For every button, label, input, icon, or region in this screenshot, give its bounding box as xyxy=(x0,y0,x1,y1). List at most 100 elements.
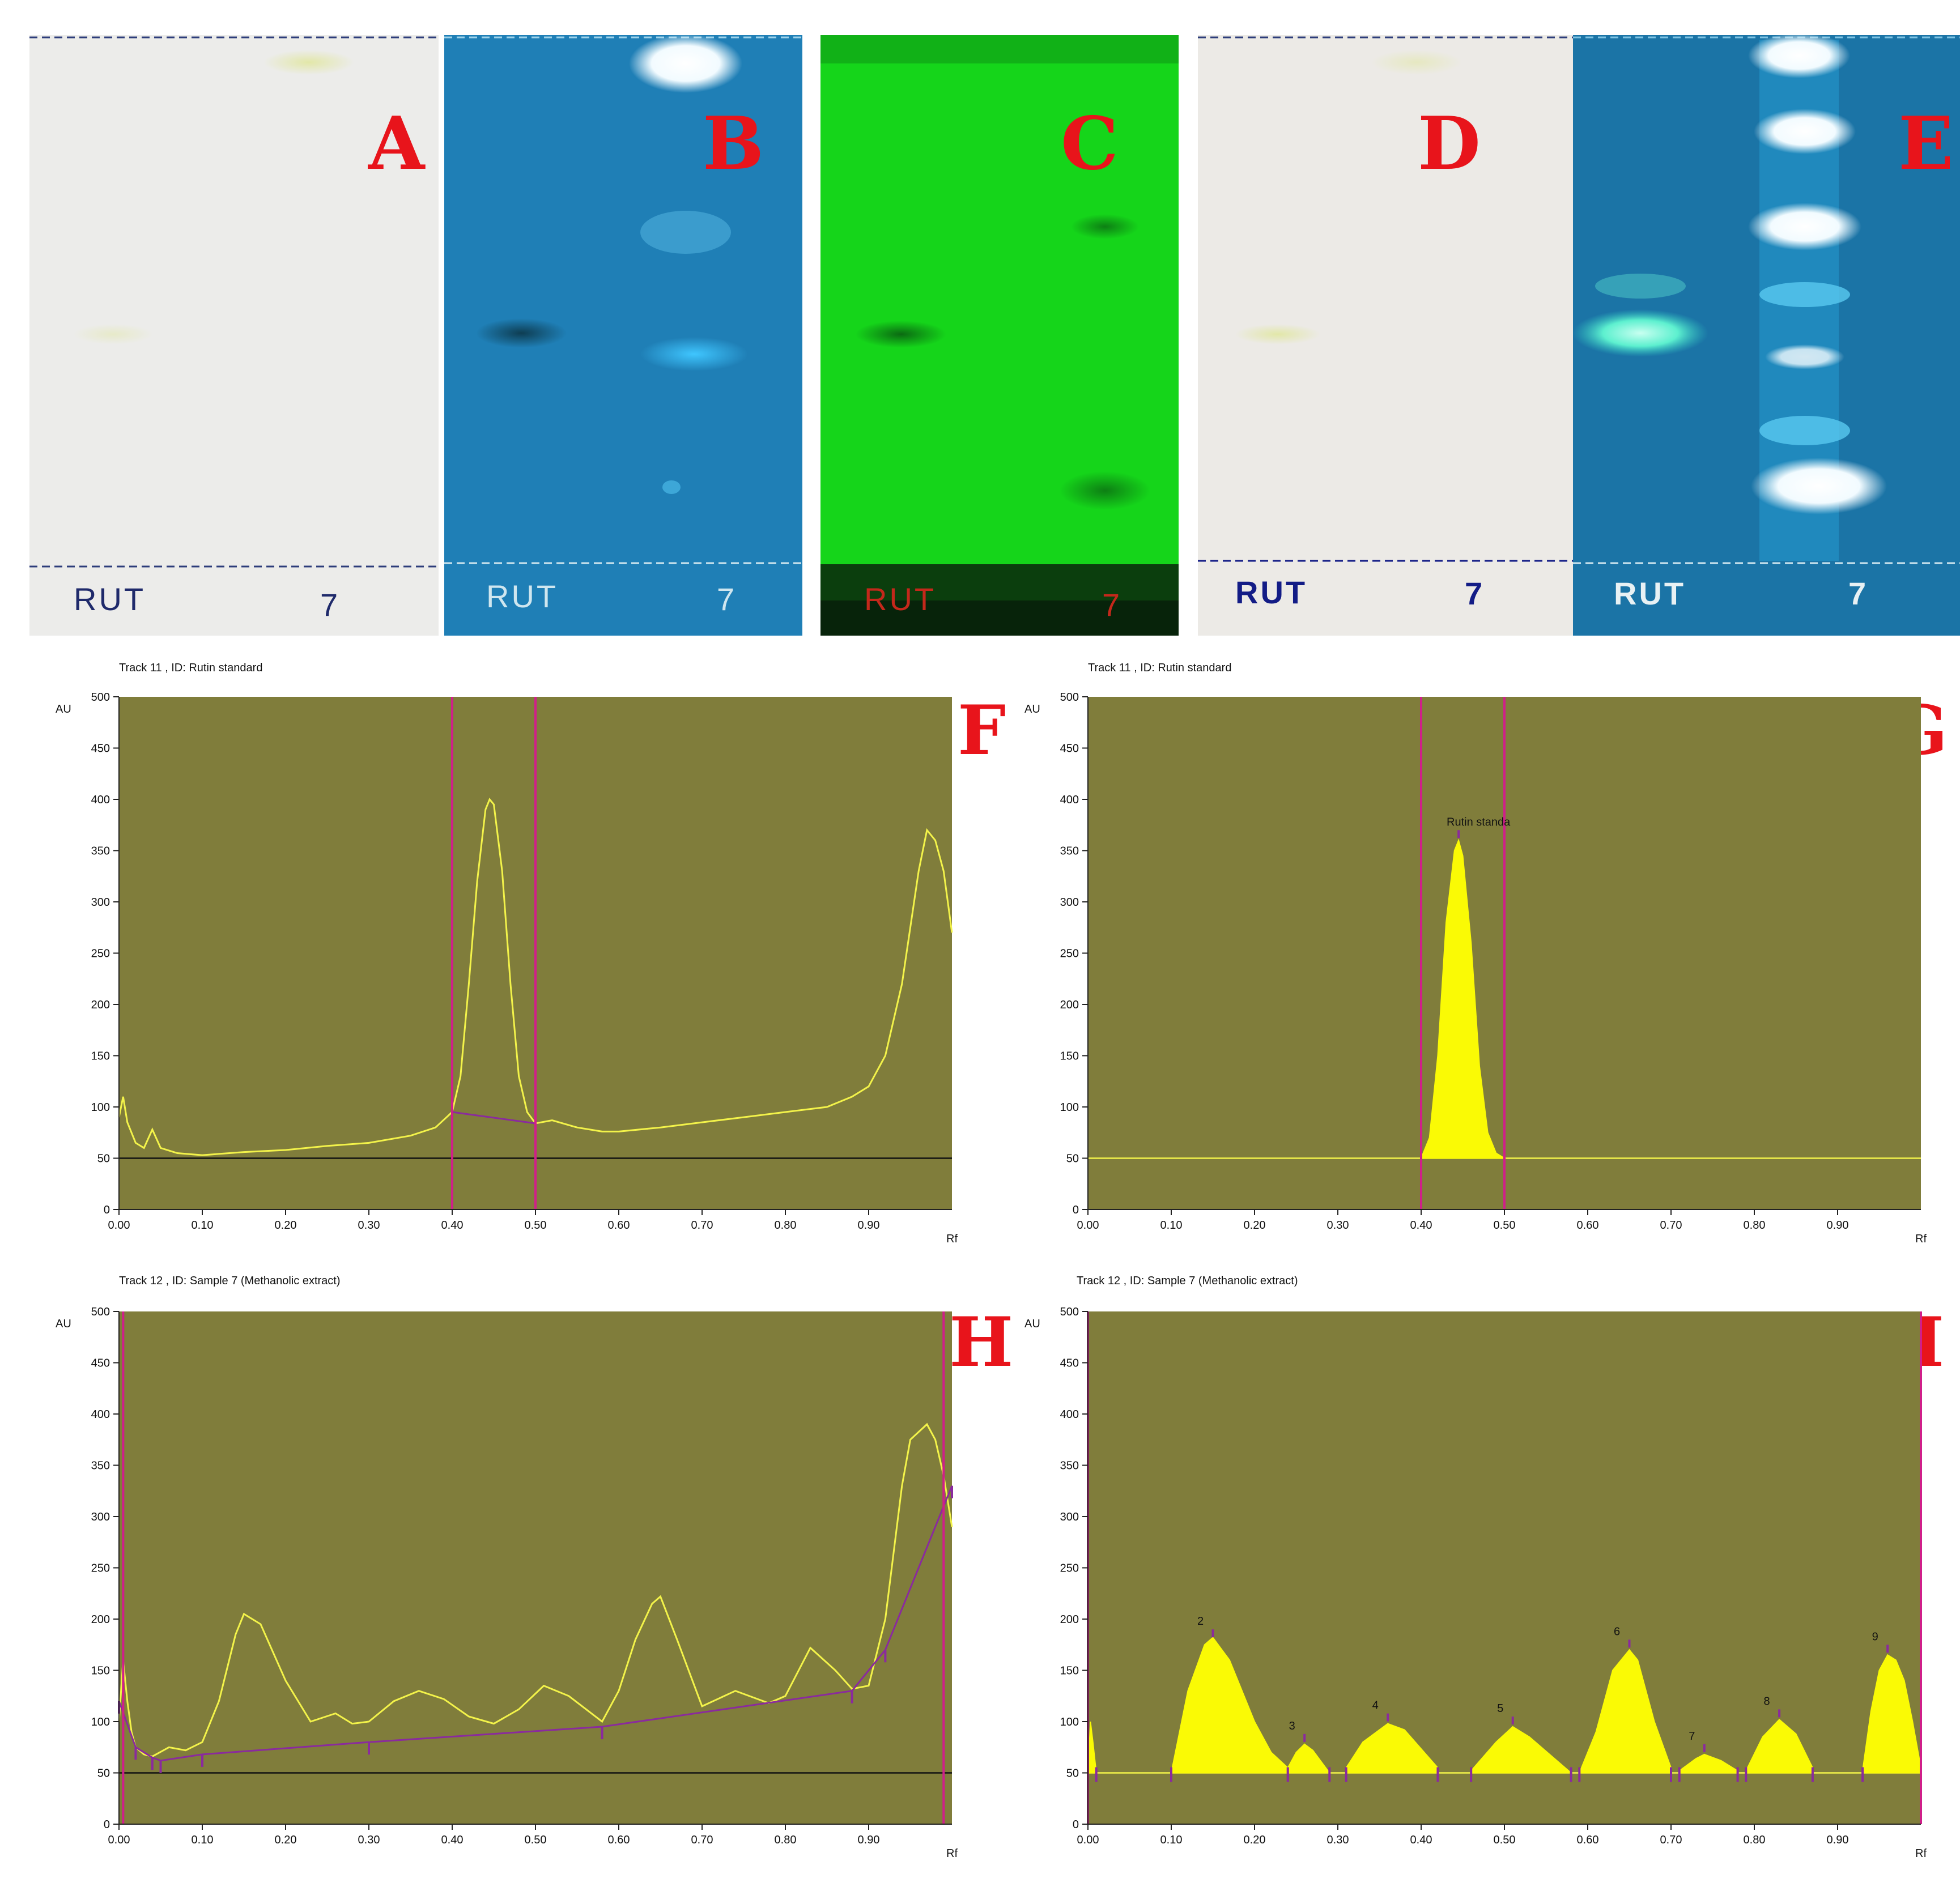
plate-b xyxy=(444,34,802,636)
plate-letter-c: C xyxy=(1061,101,1119,186)
chart-letter-f: F xyxy=(958,691,1006,770)
plate-b-lane-7: 7 xyxy=(717,581,737,617)
plate-b-lane-rut: RUT xyxy=(486,578,559,614)
y-tick-label: 150 xyxy=(1060,1665,1079,1677)
peak-label-1: Rutin standa xyxy=(1447,816,1511,828)
x-tick-label: 0.80 xyxy=(1744,1219,1766,1232)
x-tick-label: 0.50 xyxy=(1494,1219,1516,1232)
y-tick-label: 250 xyxy=(91,948,110,960)
y-tick-label: 450 xyxy=(1060,1357,1079,1370)
y-tick-label: 150 xyxy=(91,1050,110,1063)
y-tick-label: 500 xyxy=(91,1306,110,1318)
x-tick-label: 0.20 xyxy=(275,1834,297,1846)
peak-label-4: 5 xyxy=(1497,1702,1503,1715)
plate-letter-d: D xyxy=(1418,101,1481,186)
y-tick-label: 100 xyxy=(1060,1716,1079,1728)
y-tick-label: 50 xyxy=(97,1768,110,1780)
x-tick-label: 0.00 xyxy=(108,1219,130,1232)
x-tick-label: 0.70 xyxy=(1660,1219,1682,1232)
peak-label-1: 2 xyxy=(1197,1615,1204,1628)
x-tick-label: 0.50 xyxy=(525,1834,547,1846)
plate-letter-a: A xyxy=(368,101,425,186)
y-tick-label: 0 xyxy=(104,1204,110,1216)
x-tick-label: 0.80 xyxy=(775,1834,797,1846)
x-tick-label: 0.40 xyxy=(1410,1834,1432,1846)
y-tick-label: 200 xyxy=(1060,1613,1079,1626)
chart-letter-h: H xyxy=(949,1302,1014,1382)
x-tick-label: 0.10 xyxy=(1160,1834,1183,1846)
plate-e-lane-7: 7 xyxy=(1848,576,1869,611)
baseline-segment xyxy=(118,1485,953,1762)
y-axis-label: AU xyxy=(56,1318,71,1330)
x-tick-label: 0.10 xyxy=(192,1834,214,1846)
x-tick-label: 0.30 xyxy=(1327,1834,1349,1846)
y-tick-label: 150 xyxy=(91,1665,110,1677)
y-tick-label: 50 xyxy=(1066,1768,1079,1780)
plate-c-lane-rut: RUT xyxy=(864,581,937,617)
x-tick-label: 0.60 xyxy=(1577,1219,1599,1232)
chart-i-title: Track 12 , ID: Sample 7 (Methanolic extr… xyxy=(1077,1275,1298,1287)
y-tick-label: 300 xyxy=(91,1511,110,1523)
peak-label-5: 6 xyxy=(1614,1625,1620,1638)
plate-d xyxy=(1198,35,1573,636)
y-tick-label: 300 xyxy=(91,896,110,909)
plate-d-lane-7: 7 xyxy=(1465,576,1485,611)
tlc-plates xyxy=(29,33,1960,636)
plate-e-lane-rut: RUT xyxy=(1614,576,1686,611)
chart-g-title: Track 11 , ID: Rutin standard xyxy=(1088,662,1232,674)
y-tick-label: 500 xyxy=(91,691,110,704)
densitogram-svg: Rutin standa 0 50 100 150 200 250 300 350 400 450 5… xyxy=(1024,691,1927,1245)
x-tick-label: 0.50 xyxy=(525,1219,547,1232)
y-tick-label: 50 xyxy=(1066,1153,1079,1165)
y-tick-label: 250 xyxy=(1060,1562,1079,1575)
x-tick-label: 0.30 xyxy=(1327,1219,1349,1232)
densitogram-svg: 0 50 100 150 200 250 300 350 400 450 500 0.00 0.10 0.… xyxy=(56,1306,958,1860)
peak-label-6: 7 xyxy=(1689,1730,1695,1743)
densitogram-g: Rutin standa 0 50 100 150 200 250 300 350 400 450 5… xyxy=(1003,680,1932,1269)
x-tick-label: 0.40 xyxy=(1410,1219,1432,1232)
plate-a-lane-rut: RUT xyxy=(74,581,146,617)
x-tick-label: 0.40 xyxy=(441,1834,464,1846)
x-tick-label: 0.50 xyxy=(1494,1834,1516,1846)
baseline-segment xyxy=(452,1111,536,1125)
x-tick-label: 0.30 xyxy=(358,1219,380,1232)
densitogram-svg: 2 3 4 5 6 7 8 9 0 50 100 150 200 250 300 350 400 450 500 0.… xyxy=(1024,1306,1927,1860)
densitogram-f: 0 50 100 150 200 250 300 350 400 450 500 0.00 0.10 0.… xyxy=(34,680,963,1269)
plate-c-lane-7: 7 xyxy=(1102,587,1123,623)
y-tick-label: 0 xyxy=(104,1818,110,1831)
y-tick-label: 450 xyxy=(1060,743,1079,755)
x-tick-label: 0.40 xyxy=(441,1219,464,1232)
x-tick-label: 0.80 xyxy=(1744,1834,1766,1846)
peak-area-1 xyxy=(1087,1721,1097,1774)
peak-area-1 xyxy=(1420,838,1507,1159)
x-axis-label: Rf xyxy=(946,1233,958,1245)
y-tick-label: 300 xyxy=(1060,1511,1079,1523)
peak-label-7: 8 xyxy=(1764,1695,1770,1707)
densitogram-h: 0 50 100 150 200 250 300 350 400 450 500 0.00 0.10 0.… xyxy=(34,1294,963,1884)
y-axis-label: AU xyxy=(1024,703,1040,715)
peak-label-8: 9 xyxy=(1872,1630,1878,1643)
x-tick-label: 0.00 xyxy=(1077,1219,1099,1232)
x-tick-label: 0.70 xyxy=(1660,1834,1682,1846)
y-tick-label: 500 xyxy=(1060,1306,1079,1318)
y-tick-label: 150 xyxy=(1060,1050,1079,1063)
x-tick-label: 0.20 xyxy=(1244,1834,1266,1846)
x-tick-label: 0.80 xyxy=(775,1219,797,1232)
x-tick-label: 0.00 xyxy=(108,1834,130,1846)
x-tick-label: 0.70 xyxy=(691,1219,713,1232)
plot-area xyxy=(119,1311,952,1824)
y-tick-label: 250 xyxy=(91,1562,110,1575)
plate-c xyxy=(820,35,1179,636)
x-tick-label: 0.30 xyxy=(358,1834,380,1846)
y-tick-label: 100 xyxy=(91,1101,110,1114)
x-tick-label: 0.10 xyxy=(192,1219,214,1232)
x-tick-label: 0.20 xyxy=(275,1219,297,1232)
y-tick-label: 400 xyxy=(91,1408,110,1421)
chart-f-title: Track 11 , ID: Rutin standard xyxy=(119,662,263,674)
plate-d-lane-rut: RUT xyxy=(1235,574,1308,610)
y-tick-label: 400 xyxy=(1060,1408,1079,1421)
plate-letter-b: B xyxy=(703,101,764,186)
y-axis-label: AU xyxy=(1024,1318,1040,1330)
y-tick-label: 400 xyxy=(1060,794,1079,806)
y-tick-label: 100 xyxy=(91,1716,110,1728)
